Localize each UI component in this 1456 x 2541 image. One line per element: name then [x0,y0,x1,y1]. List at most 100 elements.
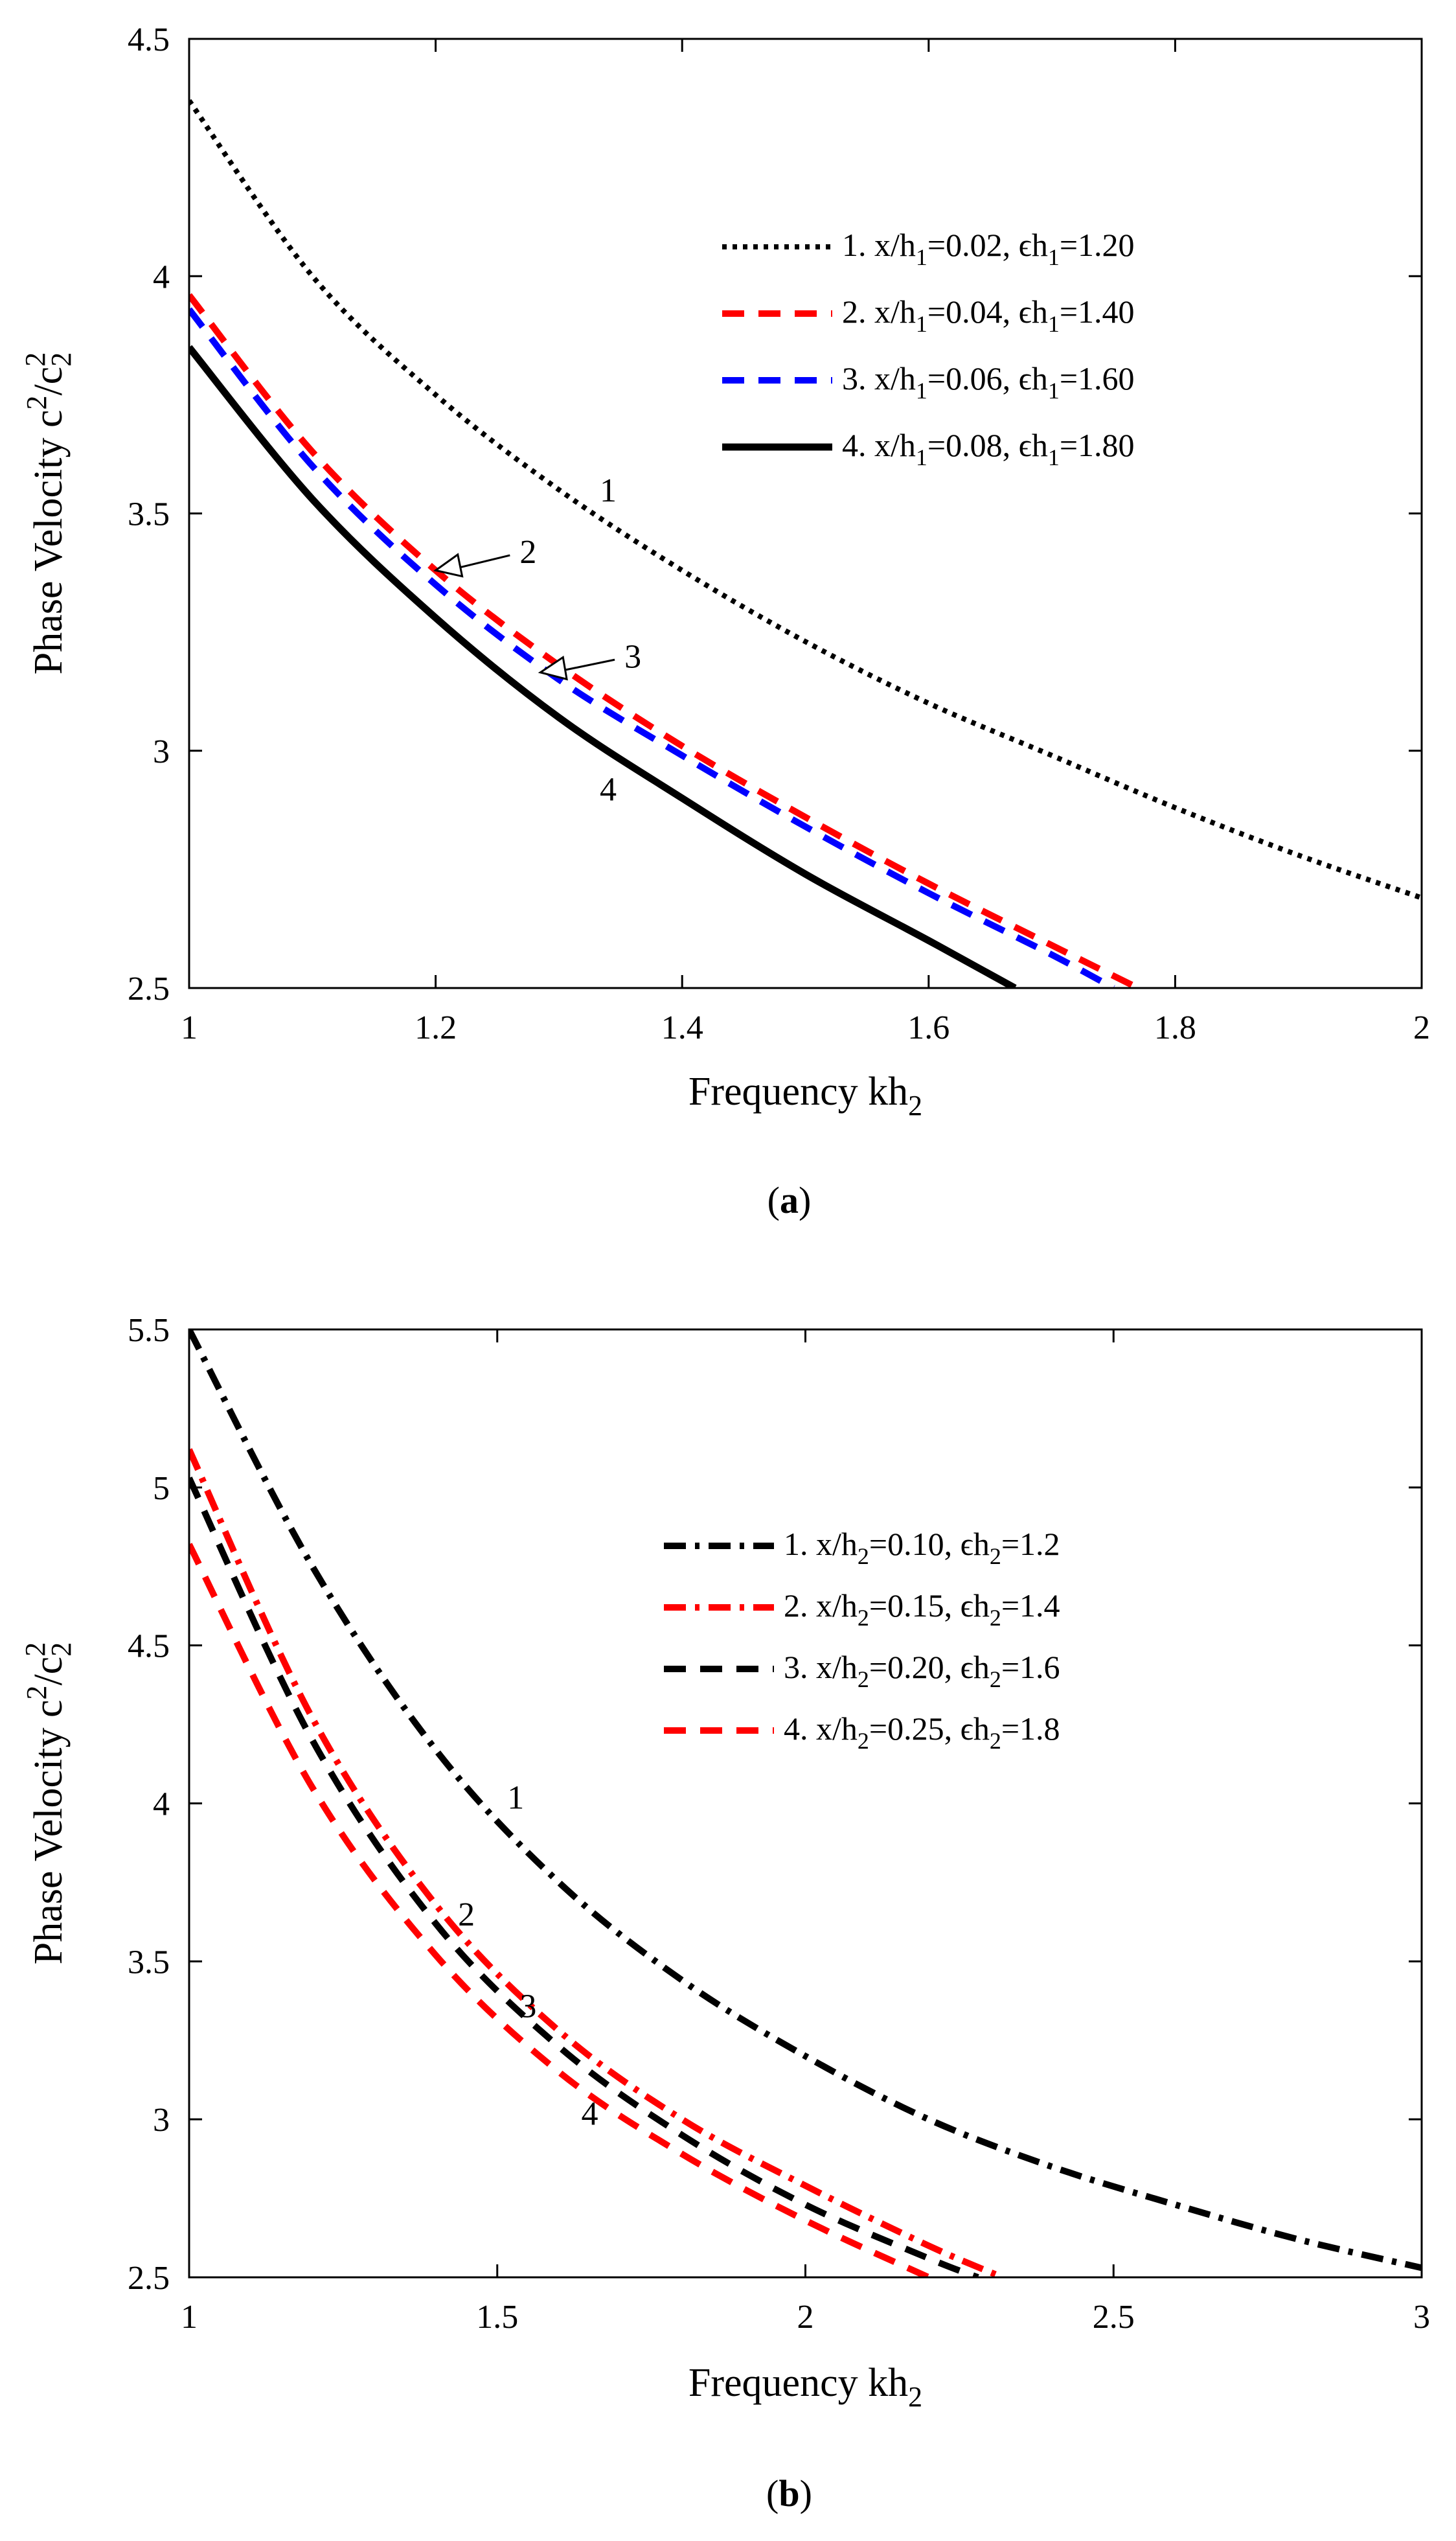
y-tick-label: 5.5 [128,1312,170,1349]
curve-label-3: 3 [624,638,641,675]
legend-subscript: 1 [1048,311,1060,337]
legend-entry-4: 4. x/h2=0.25, ϵh2=1.8 [784,1710,1060,1754]
legend-text-part: =1.80 [1060,427,1135,463]
caption-letter: a [780,1179,799,1221]
chart-panel-a: 1 1.2 1.4 1.6 1.8 22.533.544.51. x/h1=0.02, ϵ… [19,21,1430,1221]
x-tick-label: 1.4 [661,1009,703,1046]
legend-text-part: 4. x/h [784,1710,858,1747]
y-tick-label: 2.5 [128,2260,170,2297]
x-tick-label: 2 [797,2299,814,2336]
y-axis-label-superscript: 2 [19,352,51,367]
series-line-2 [189,293,1140,988]
series-line-4 [189,345,1017,988]
legend-text-part: =0.20, ϵh [869,1649,990,1685]
y-axis-label-subscript: 2 [45,1642,77,1657]
x-tick-label: 2 [1413,1009,1430,1046]
curve-label-3: 3 [519,1988,536,2025]
y-axis-label-text: Phase Velocity c [27,410,71,675]
y-tick-label: 4.5 [128,21,170,58]
caption-paren: ( [766,2472,779,2514]
legend-text-part: 2. x/h [842,293,916,330]
legend-entry-4: 4. x/h1=0.08, ϵh1=1.80 [842,427,1135,470]
series-line-4 [189,1543,930,2277]
caption-paren: ) [800,2472,812,2514]
y-axis-label-text: /c [27,367,71,396]
x-tick-label: 1.5 [476,2299,518,2336]
y-tick-label: 3.5 [128,1944,170,1981]
legend-text-part: =1.20 [1060,227,1135,263]
legend-entry-2: 2. x/h2=0.15, ϵh2=1.4 [784,1587,1060,1631]
x-tick-label: 1 [181,1009,198,1046]
legend: 1. x/h2=0.10, ϵh2=1.2 2. x/h2=0.15, ϵh2=1… [664,1526,1060,1754]
y-axis-label-superscript: 2 [21,1686,52,1700]
y-tick-label: 3 [153,2102,170,2139]
legend-subscript: 1 [916,311,927,337]
x-tick-label: 1.6 [907,1009,950,1046]
y-axis-label-text: /c [27,1657,71,1686]
legend-subscript: 1 [1048,244,1060,270]
annotation-arrow-head [433,553,464,578]
legend-text-part: =0.08, ϵh [927,427,1048,463]
curve-label-4: 4 [600,771,617,808]
legend-subscript: 2 [858,1728,869,1754]
legend-entry-2: 2. x/h1=0.04, ϵh1=1.40 [842,293,1135,337]
series-line-3 [189,307,1115,988]
legend-text-part: =1.60 [1060,360,1135,397]
curve-label-2: 2 [458,1896,475,1933]
curve-label-1: 1 [600,472,617,509]
x-tick-label: 2.5 [1093,2299,1135,2336]
legend-subscript: 2 [990,1728,1001,1754]
legend-subscript: 1 [1048,378,1060,404]
legend-subscript: 2 [990,1605,1001,1631]
series-line-1 [189,98,1422,901]
y-tick-label: 4 [153,1786,170,1823]
x-tick-label: 1.8 [1154,1009,1196,1046]
y-axis-label-superscript: 2 [19,1642,51,1657]
series-line-1 [189,1329,1422,2271]
caption-paren: ( [768,1179,780,1221]
annotation-arrow-head [538,656,568,681]
x-tick-label: 3 [1413,2299,1430,2336]
x-axis-label-subscript: 2 [908,1090,922,1121]
legend-text-part: =1.40 [1060,293,1135,330]
x-axis-label-text: Frequency kh [688,1070,908,1114]
legend-text-part: =0.10, ϵh [869,1526,990,1562]
legend-subscript: 1 [1048,444,1060,470]
legend-text-part: =0.04, ϵh [927,293,1048,330]
legend-subscript: 2 [858,1543,869,1569]
curve-label-4: 4 [581,2095,598,2132]
y-tick-label: 2.5 [128,971,170,1007]
y-axis-label: Phase Velocity c2/c22 [19,352,77,674]
panel-caption: (a) [768,1179,812,1221]
legend-text-part: =0.02, ϵh [927,227,1048,263]
legend-subscript: 2 [990,1543,1001,1569]
legend: 1. x/h1=0.02, ϵh1=1.202. x/h1=0.04, ϵh1=… [722,227,1135,470]
x-tick-label: 1 [181,2299,198,2336]
y-axis-label-subscript: 2 [45,352,77,367]
legend-entry-1: 1. x/h2=0.10, ϵh2=1.2 [784,1526,1060,1569]
legend-text-part: =0.15, ϵh [869,1587,990,1624]
caption-letter: b [779,2472,799,2514]
y-axis-label-superscript: 2 [21,396,52,410]
axes-box [188,1328,1423,2279]
legend-subscript: 2 [990,1666,1001,1692]
legend-text-part: =1.4 [1001,1587,1060,1624]
series-line-3 [189,1477,979,2277]
series-line-2 [189,1448,1004,2277]
legend-entry-3: 3. x/h2=0.20, ϵh2=1.6 [784,1649,1060,1692]
legend-text-part: 1. x/h [842,227,916,263]
legend-subscript: 1 [916,444,927,470]
y-tick-label: 3.5 [128,496,170,533]
chart-panel-b: 1 1.5 2 2.5 32.533.544.555.51. x/h2=0.10, ϵh… [19,1312,1430,2514]
caption-paren: ) [799,1179,811,1221]
legend-entry-3: 3. x/h1=0.06, ϵh1=1.60 [842,360,1135,404]
x-tick-label: 1.2 [415,1009,457,1046]
panel-caption: (b) [766,2472,812,2514]
legend-subscript: 2 [858,1666,869,1692]
legend-text-part: 4. x/h [842,427,916,463]
x-axis-label-text: Frequency kh [688,2361,908,2405]
y-tick-label: 5 [153,1470,170,1507]
axes-box [188,38,1423,989]
curve-label-1: 1 [507,1780,524,1817]
